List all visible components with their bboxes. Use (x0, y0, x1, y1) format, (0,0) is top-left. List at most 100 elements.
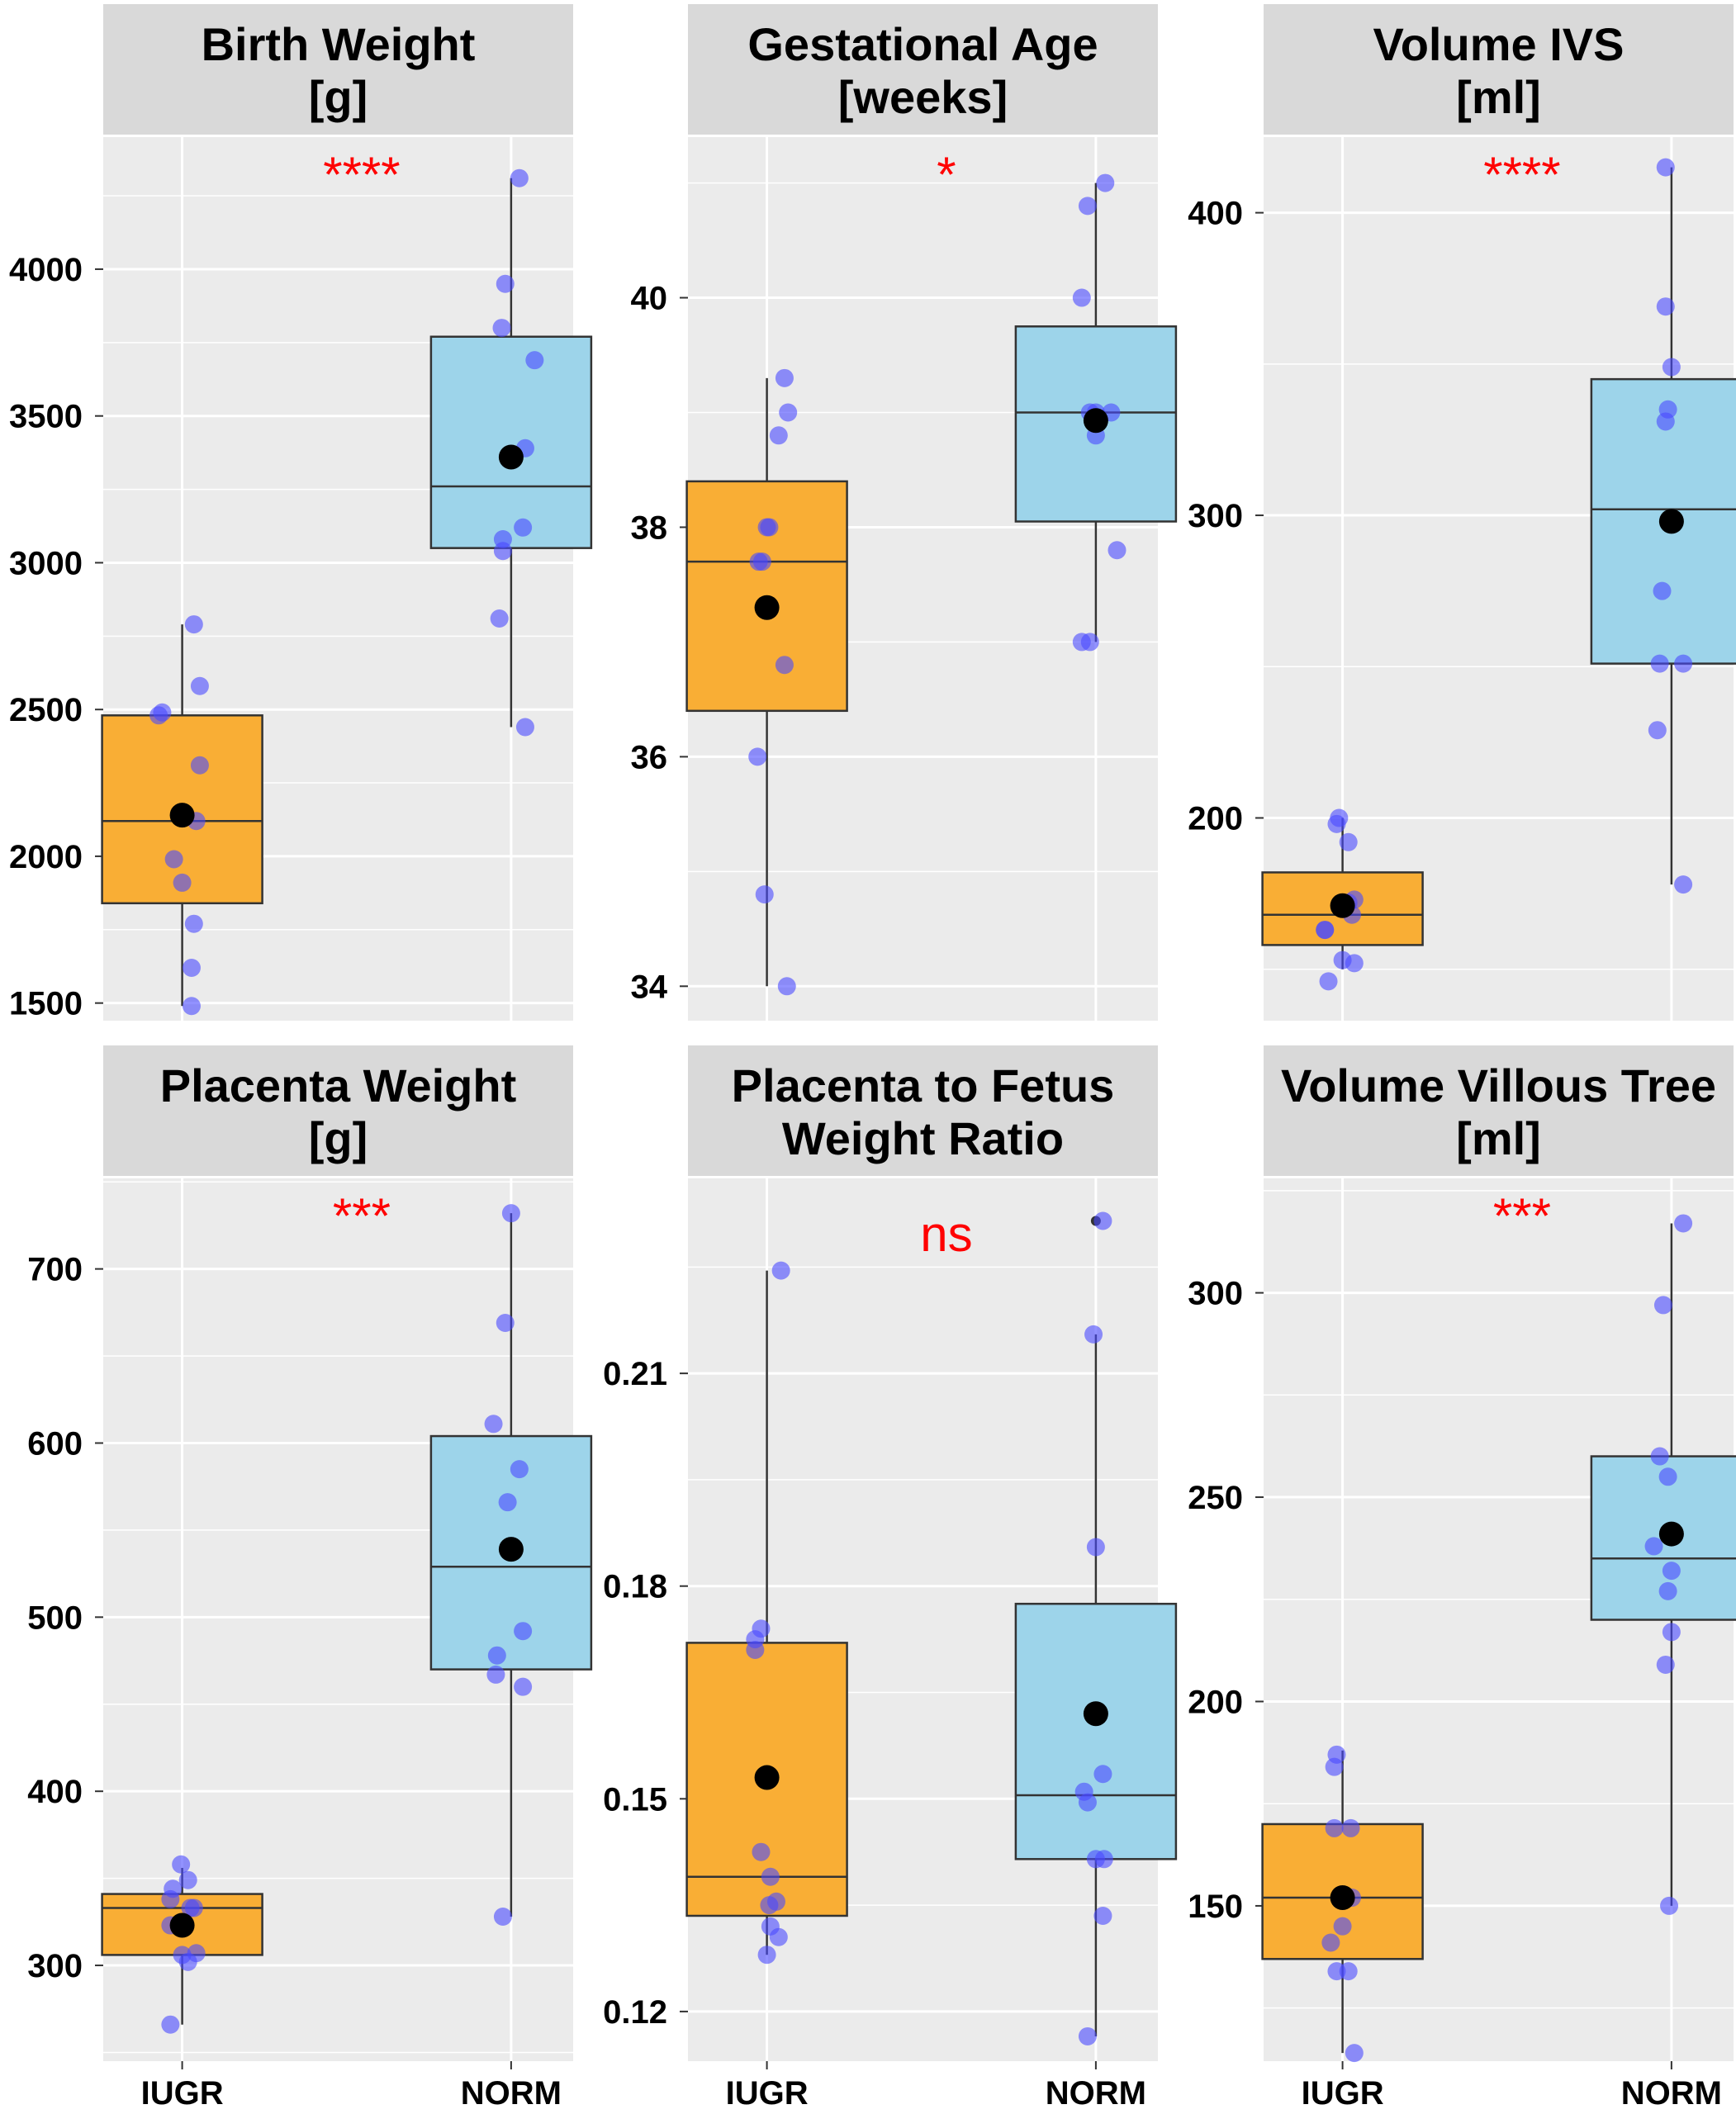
strip-background (103, 1045, 573, 1176)
y-tick-label: 300 (1188, 1276, 1243, 1312)
y-tick-label: 600 (27, 1425, 83, 1462)
data-point-norm (1656, 1655, 1675, 1674)
data-point-norm (1078, 1793, 1097, 1812)
data-point-norm (484, 1415, 503, 1434)
data-point-norm (1662, 1623, 1681, 1642)
y-tick-label: 34 (631, 969, 668, 1005)
mean-point-iugr (169, 803, 195, 828)
data-point-norm (1644, 1537, 1663, 1556)
data-point-iugr (182, 959, 201, 978)
data-point-iugr (752, 552, 771, 571)
data-point-norm (486, 1665, 505, 1684)
data-point-norm (493, 542, 512, 561)
strip-subtitle: [g] (309, 1112, 368, 1164)
data-point-iugr (771, 1261, 790, 1280)
data-point-norm (1072, 288, 1091, 307)
strip-title: Placenta Weight (160, 1059, 517, 1112)
data-point-iugr (172, 1855, 191, 1874)
data-point-iugr (184, 1898, 203, 1917)
significance-label: *** (1493, 1188, 1551, 1244)
data-point-norm (492, 319, 511, 338)
data-point-iugr (190, 756, 209, 775)
x-tick-label-iugr: IUGR (1302, 2075, 1384, 2112)
mean-point-iugr (754, 1765, 780, 1790)
data-point-iugr (755, 885, 774, 904)
data-point-norm (1658, 1581, 1677, 1600)
strip-subtitle: [ml] (1456, 71, 1541, 123)
data-point-iugr (761, 1867, 780, 1886)
data-point-iugr (1341, 1818, 1360, 1837)
data-point-iugr (161, 2015, 180, 2034)
mean-point-iugr (754, 595, 780, 620)
y-tick-label: 300 (1188, 498, 1243, 534)
data-point-iugr (178, 1870, 197, 1889)
mean-point-norm (498, 444, 524, 470)
y-tick-label: 38 (631, 510, 668, 546)
mean-point-iugr (1330, 1885, 1355, 1911)
data-point-norm (1674, 875, 1693, 894)
y-tick-label: 3500 (9, 399, 83, 435)
mean-point-norm (1658, 509, 1684, 534)
data-point-norm (1084, 1325, 1103, 1344)
y-tick-label: 0.18 (603, 1569, 667, 1605)
data-point-iugr (161, 1889, 180, 1908)
data-point-iugr (1333, 1917, 1352, 1936)
data-point-norm (1108, 541, 1127, 560)
data-point-iugr (779, 403, 798, 422)
x-tick-label-norm: NORM (461, 2075, 562, 2112)
data-point-norm (514, 518, 533, 537)
significance-label: ns (920, 1206, 972, 1262)
y-tick-label: 400 (27, 1774, 83, 1810)
strip-background (1264, 1045, 1734, 1176)
y-tick-label: 500 (27, 1600, 83, 1636)
strip-background (1264, 4, 1734, 135)
y-tick-label: 0.21 (603, 1356, 667, 1392)
data-point-norm (1093, 1906, 1112, 1925)
y-tick-label: 0.12 (603, 1994, 667, 2031)
data-point-norm (514, 1622, 533, 1641)
data-point-iugr (769, 1927, 788, 1946)
panel-6: Volume Villous Tree[ml] 150 200 250 300 *** IU… (1188, 1045, 1736, 2112)
y-tick-label: 700 (27, 1252, 83, 1288)
mean-point-norm (1083, 408, 1108, 434)
y-tick-label: 3000 (9, 545, 83, 581)
strip-background (688, 1045, 1158, 1176)
strip-subtitle: [g] (309, 71, 368, 123)
data-point-norm (1660, 1896, 1679, 1915)
data-point-norm (1078, 2026, 1097, 2045)
data-point-iugr (775, 656, 794, 675)
significance-label: **** (1483, 147, 1560, 202)
data-point-norm (1658, 1467, 1677, 1486)
strip-background (688, 4, 1158, 135)
data-point-norm (493, 1907, 512, 1926)
data-point-iugr (184, 615, 203, 634)
data-point-norm (1078, 197, 1097, 216)
strip-title: Placenta to Fetus (732, 1059, 1115, 1112)
data-point-norm (1093, 1211, 1112, 1230)
data-point-iugr (757, 1946, 776, 1965)
data-point-iugr (1345, 2044, 1364, 2063)
data-point-norm (1650, 654, 1669, 673)
data-point-iugr (1339, 832, 1358, 851)
data-point-norm (1656, 297, 1675, 316)
data-point-norm (1094, 1850, 1113, 1869)
data-point-iugr (178, 1952, 197, 1971)
data-point-iugr (1325, 1757, 1344, 1776)
data-point-norm (1650, 1447, 1669, 1466)
x-tick-label-norm: NORM (1621, 2075, 1722, 2112)
y-tick-label: 4000 (9, 252, 83, 288)
strip-subtitle: [ml] (1456, 1112, 1541, 1164)
data-point-norm (525, 351, 544, 370)
strip-title: Volume Villous Tree (1281, 1059, 1716, 1112)
y-tick-label: 250 (1188, 1480, 1243, 1516)
data-point-iugr (184, 914, 203, 933)
data-point-norm (514, 1677, 533, 1696)
data-point-norm (487, 1646, 506, 1665)
significance-label: *** (333, 1188, 391, 1244)
data-point-norm (1662, 358, 1681, 377)
data-point-norm (1656, 412, 1675, 431)
data-point-norm (1648, 721, 1667, 740)
mean-point-norm (498, 1537, 524, 1562)
